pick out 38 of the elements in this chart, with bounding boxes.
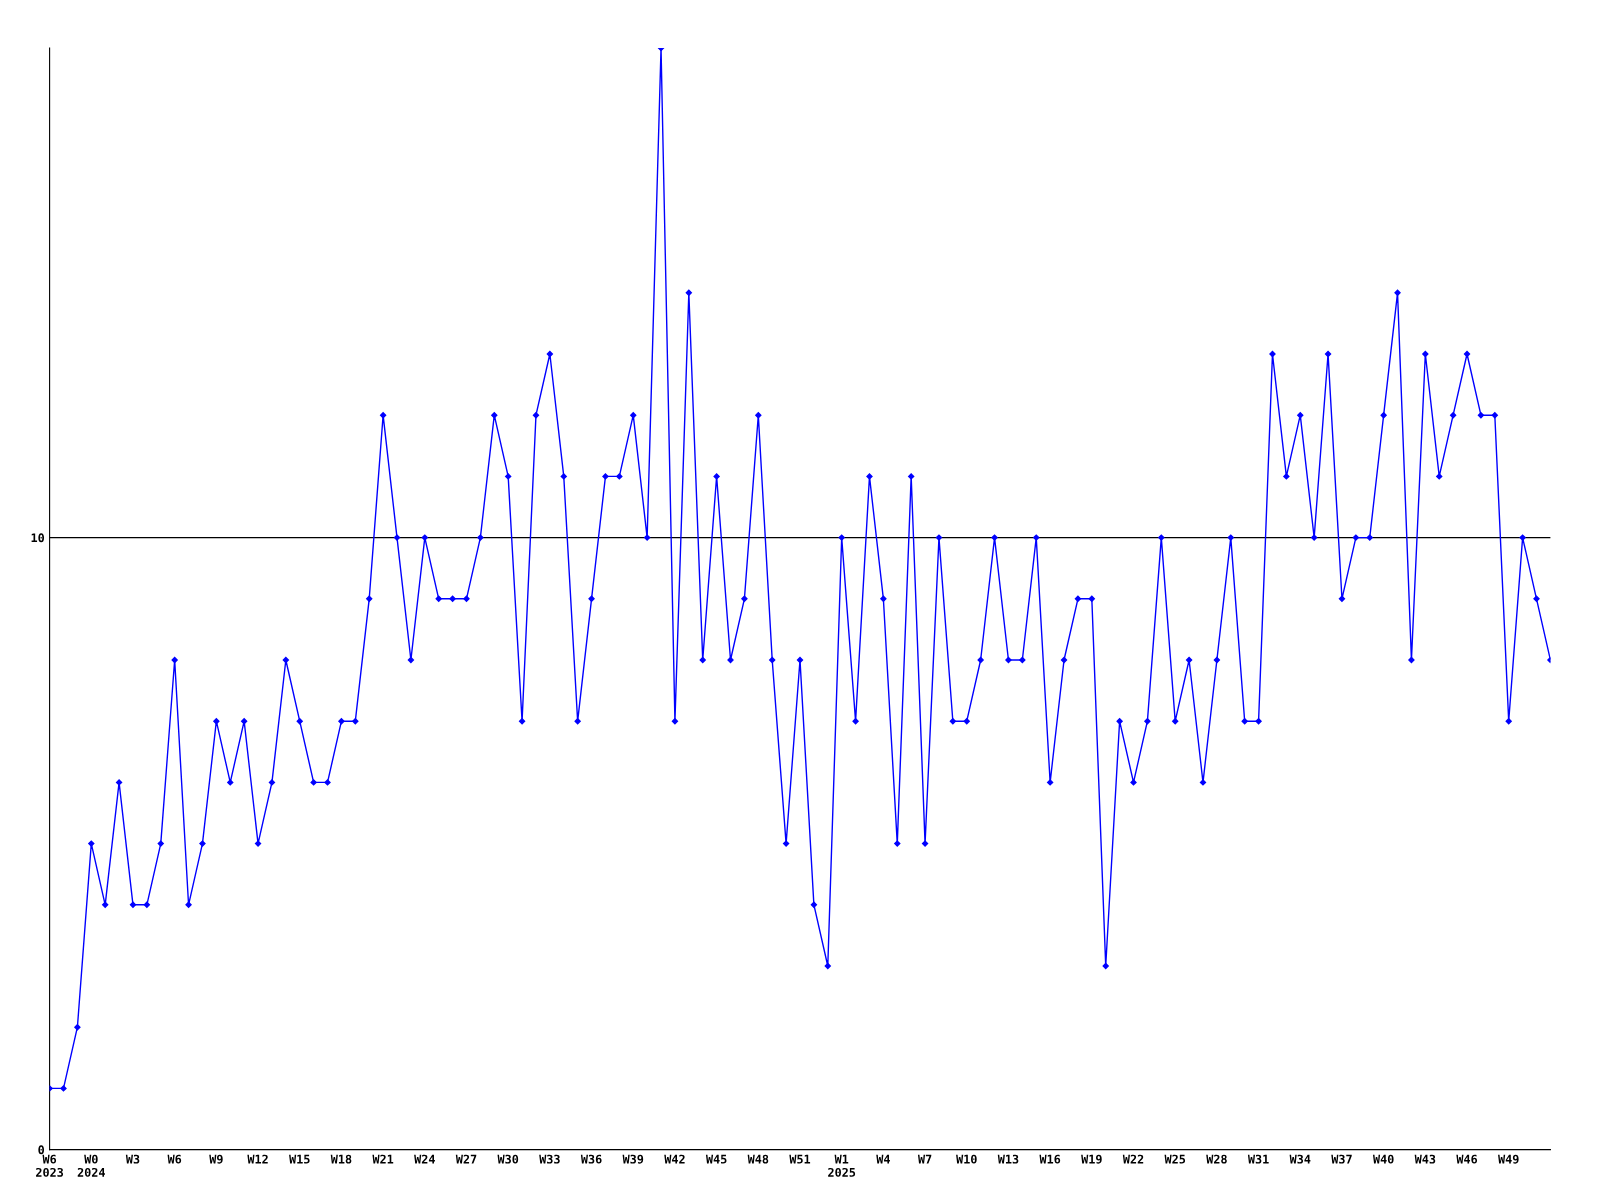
x-tick-label: W13 — [997, 1154, 1019, 1164]
x-tick-label: W6 2023 — [36, 1154, 64, 1177]
x-tick-label: W21 — [372, 1154, 394, 1164]
x-tick-label: W10 — [956, 1154, 977, 1164]
x-tick-label: W6 — [167, 1154, 182, 1164]
x-tick-label: W15 — [289, 1154, 310, 1164]
x-tick-label: W36 — [580, 1154, 602, 1164]
x-tick-label: W27 — [455, 1154, 477, 1164]
x-tick-label: W33 — [539, 1154, 560, 1164]
x-tick-label: W46 — [1456, 1154, 1478, 1164]
x-tick-label: W51 — [789, 1154, 811, 1164]
x-tick-label: W12 — [247, 1154, 268, 1164]
x-tick-label: W4 — [876, 1154, 890, 1164]
x-tick-label: W25 — [1164, 1154, 1186, 1164]
x-tick-label: W22 — [1122, 1154, 1144, 1164]
x-tick-label: W42 — [664, 1154, 685, 1164]
x-tick-label: W40 — [1372, 1154, 1394, 1164]
x-tick-label: W3 — [125, 1154, 140, 1164]
x-tick-label: W34 — [1289, 1154, 1311, 1164]
x-tick-label: W31 — [1247, 1154, 1269, 1164]
x-tick-label: W48 — [747, 1154, 769, 1164]
x-tick-label: W43 — [1414, 1154, 1436, 1164]
x-tick-label: W16 — [1039, 1154, 1061, 1164]
x-tick-label: W7 — [917, 1154, 932, 1164]
x-tick-label: W9 — [209, 1154, 223, 1164]
x-tick-label: W24 — [414, 1154, 435, 1164]
y-tick-label: 0 — [38, 1145, 45, 1155]
x-tick-label: W28 — [1206, 1154, 1227, 1164]
x-tick-label: W30 — [497, 1154, 519, 1164]
x-tick-label: W1 2025 — [828, 1154, 856, 1177]
x-tick-label: W39 — [622, 1154, 644, 1164]
x-tick-label: W18 — [330, 1154, 352, 1164]
x-tick-label: W19 — [1081, 1154, 1102, 1164]
x-tick-label: W37 — [1331, 1154, 1352, 1164]
y-tick-label: 10 — [31, 533, 45, 543]
x-tick-label: W49 — [1498, 1154, 1519, 1164]
x-tick-label: W0 2024 — [77, 1154, 105, 1177]
x-tick-label: W45 — [705, 1154, 727, 1164]
